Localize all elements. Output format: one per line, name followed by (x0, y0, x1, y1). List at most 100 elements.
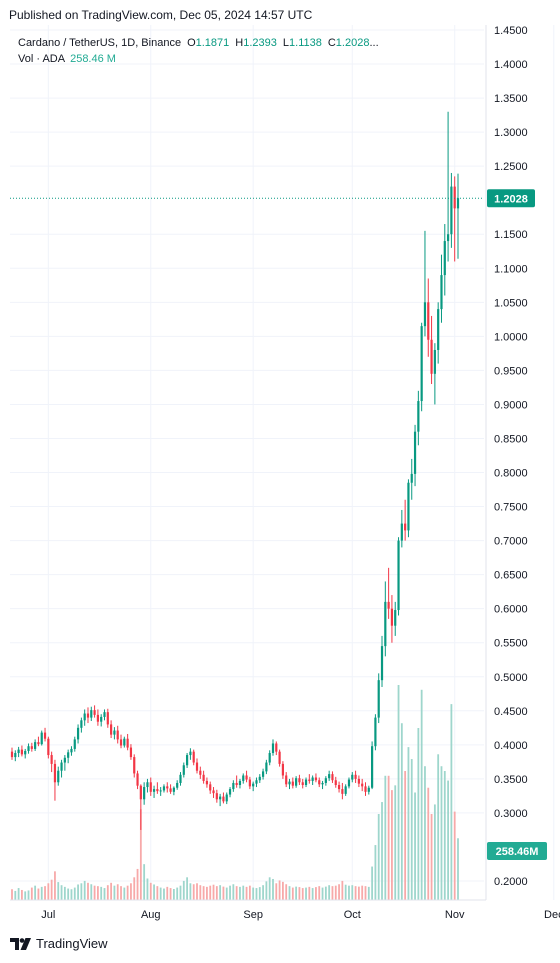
y-tick-label: 1.3000 (494, 127, 528, 139)
candle-body (209, 784, 212, 791)
symbol-title[interactable]: Cardano / TetherUS, 1D, Binance (18, 37, 182, 49)
candle-body (14, 753, 17, 758)
candle-body (301, 782, 304, 786)
candle-body (139, 785, 142, 800)
candle-body (110, 724, 113, 735)
volume-bar (219, 885, 222, 900)
candle-body (182, 765, 185, 775)
volume-bar (440, 766, 443, 900)
candle-body (354, 774, 357, 779)
candle-body (172, 787, 175, 792)
volume-bar (457, 838, 459, 900)
candle-body (271, 743, 275, 754)
candle-body (192, 751, 195, 763)
volume-bar (67, 888, 70, 900)
candle-body (387, 601, 390, 609)
candle-body (149, 782, 152, 792)
y-tick-label: 0.7500 (494, 502, 528, 514)
tradingview-footer[interactable]: TradingView (10, 936, 108, 951)
candle-body (377, 680, 380, 718)
candle-body (119, 739, 123, 746)
volume-bar (90, 884, 93, 900)
candle-body (76, 727, 80, 740)
volume-bar (57, 882, 60, 900)
candle-body (314, 777, 318, 781)
candle-body (50, 755, 53, 764)
candle-body (433, 349, 436, 374)
volume-bar (63, 886, 66, 900)
candle-body (364, 786, 367, 792)
candle-body (288, 781, 291, 785)
volume-bar (166, 886, 169, 900)
candle-body (456, 198, 460, 209)
candle-body (83, 713, 86, 721)
candle-body (430, 339, 433, 374)
candle-body (185, 755, 189, 766)
volume-bar (212, 884, 215, 900)
volume-bar (348, 885, 350, 900)
volume-bar (54, 871, 56, 900)
candle-body (63, 757, 66, 763)
x-tick-label: Sep (243, 909, 263, 921)
candle-body (321, 782, 324, 785)
volume-bar (450, 704, 453, 900)
volume-bar (262, 885, 264, 900)
volume-bar (324, 886, 327, 900)
volume-bar (215, 886, 218, 900)
candle-body (166, 786, 169, 789)
candle-body (116, 730, 119, 740)
candle-body (202, 774, 205, 781)
candle-body (215, 793, 218, 800)
candle-body (417, 401, 420, 432)
volume-bar (443, 771, 446, 900)
candle-body (103, 712, 106, 717)
candle-body (159, 790, 162, 792)
close-value: 1.2028 (335, 37, 370, 49)
candle-body (265, 762, 268, 772)
x-tick-label: Dec (544, 909, 560, 921)
x-tick-label: Nov (445, 909, 465, 921)
volume-bar (83, 880, 86, 900)
volume-bar (374, 845, 377, 900)
candle-body (96, 714, 99, 722)
volume-bar (387, 775, 390, 900)
candle-body (146, 782, 149, 788)
volume-bar (305, 887, 307, 900)
candle-body (258, 776, 261, 781)
y-tick-label: 0.4000 (494, 740, 528, 752)
volume-legend-row: Vol · ADA 258.46 M (18, 51, 379, 67)
volume-bar (103, 888, 106, 900)
volume-label[interactable]: Vol · ADA (18, 53, 66, 65)
volume-bar (288, 886, 291, 900)
volume-bar (24, 891, 27, 900)
volume-bar (14, 890, 17, 900)
volume-bar (113, 885, 116, 900)
candle-body (248, 779, 251, 787)
candle-body (219, 796, 222, 800)
candle-body (47, 738, 50, 756)
candle-body (93, 710, 96, 715)
candle-body (351, 774, 354, 780)
volume-bar (424, 766, 426, 900)
volume-bar (206, 886, 208, 900)
candle-body (437, 309, 440, 350)
volume-bar (410, 759, 413, 900)
candle-body (440, 275, 443, 310)
volume-bar (34, 885, 37, 900)
volume-bar (126, 885, 129, 900)
candle-body (43, 732, 47, 739)
candle-body (427, 302, 430, 340)
volume-bar (404, 771, 407, 900)
volume-bar (222, 886, 225, 900)
candle-body (295, 778, 298, 786)
candle-body (331, 774, 334, 781)
candle-body (238, 780, 242, 786)
candle-body (90, 710, 93, 718)
candle-body (169, 788, 172, 792)
volume-bar (245, 886, 248, 900)
price-chart[interactable]: 1.4500 1.4000 1.3500 1.3000 1.2500 1.1500 1.10… (0, 25, 560, 930)
y-tick-label: 1.3500 (494, 93, 528, 105)
candle-body (60, 762, 63, 771)
candle-body (367, 787, 370, 792)
volume-bar (159, 887, 162, 900)
